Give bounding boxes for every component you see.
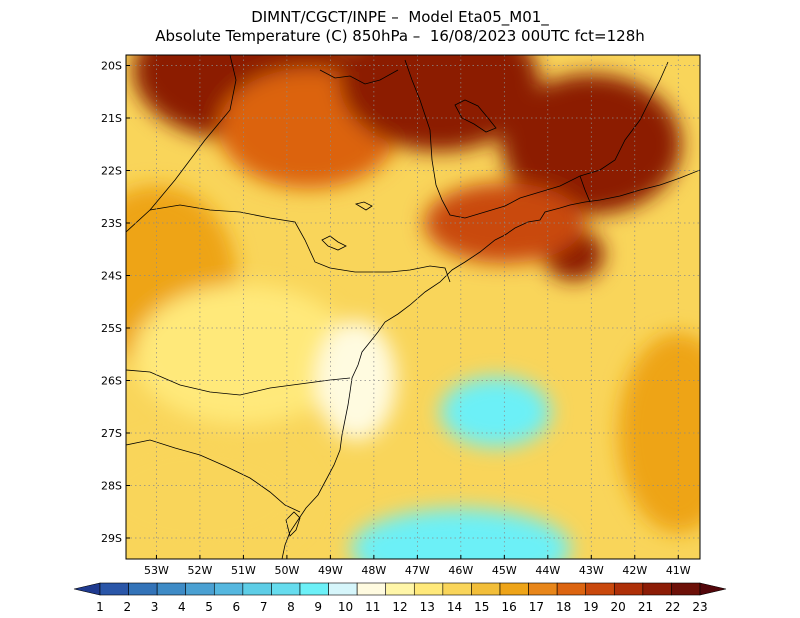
colorbar-label-21: 21 [638,600,653,614]
colorbar-swatch-2 [99,582,129,596]
colorbar-swatch-1 [73,582,101,596]
colorbar-label-17: 17 [529,600,544,614]
colorbar-label-22: 22 [665,600,680,614]
lat-label-26S: 26S [101,375,122,388]
lat-label-24S: 24S [101,270,122,283]
lat-label-27S: 27S [101,427,122,440]
lat-label-22S: 22S [101,165,122,178]
colorbar-swatch-10 [328,582,358,596]
colorbar-swatch-18 [556,582,587,596]
state-border-5 [404,59,669,219]
colorbar-label-5: 5 [205,600,213,614]
region-minas-hot [339,55,540,152]
colorbar-swatch-5 [185,582,215,596]
state-border-6 [579,175,591,203]
lon-label-44W: 44W [535,564,560,577]
latitude-labels: 20S 21S 22S 23S 24S 25S 26S 27S 28S 29S [101,60,130,545]
colorbar-label-14: 14 [447,600,462,614]
colorbar-label-11: 11 [365,600,380,614]
lon-label-47W: 47W [405,564,430,577]
colorbar-swatch-3 [128,582,158,596]
field-layer [126,55,700,559]
colorbar-swatch-8 [271,582,301,596]
lon-label-42W: 42W [622,564,647,577]
region-interior-south [133,284,354,425]
lon-label-46W: 46W [448,564,473,577]
colorbar-label-9: 9 [314,600,322,614]
colorbar-label-19: 19 [583,600,598,614]
colorbar-swatch-22 [671,582,701,596]
region-rio-grande-sul [126,436,310,556]
colorbar-swatch-23 [699,582,727,596]
colorbar-label-13: 13 [420,600,435,614]
colorbar-label-23: 23 [692,600,707,614]
reservoir-2 [321,235,347,251]
region-east-ocean [618,333,700,533]
reservoir-3 [354,201,373,211]
colorbar-swatch-19 [585,582,615,596]
lat-label-25S: 25S [101,322,122,335]
colorbar-label-1: 1 [96,600,104,614]
colorbar-swatch-16 [499,582,529,596]
lon-label-49W: 49W [318,564,343,577]
lon-label-41W: 41W [666,564,691,577]
lon-label-50W: 50W [274,564,299,577]
lat-label-23S: 23S [101,217,122,230]
river-1 [319,69,399,85]
plot-frame [125,54,701,560]
colorbar-label-2: 2 [123,600,131,614]
colorbar-label-12: 12 [392,600,407,614]
lagoon-1 [285,511,301,537]
colorbar-label-6: 6 [233,600,241,614]
colorbar-label-4: 4 [178,600,186,614]
colorbar-swatch-20 [613,582,644,596]
colorbar-swatch-14 [442,582,472,596]
state-border-1 [126,204,451,283]
lon-label-53W: 53W [144,564,169,577]
state-border-3 [126,439,301,513]
colorbar [73,582,727,596]
colorbar-label-18: 18 [556,600,571,614]
state-border-4 [149,55,237,211]
colorbar-swatch-4 [156,582,187,596]
colorbar-swatch-9 [299,582,329,596]
longitude-labels: 53W 52W 51W 50W 49W 48W 47W 46W 45W 44W 43W 42W 41W [144,555,691,577]
lon-label-52W: 52W [187,564,212,577]
lat-label-29S: 29S [101,532,122,545]
lon-label-43W: 43W [579,564,604,577]
region-rio-hot [501,74,682,215]
colorbar-label-3: 3 [151,600,159,614]
lat-label-28S: 28S [101,480,122,493]
colorbar-swatch-17 [528,582,558,596]
lat-label-21S: 21S [101,112,122,125]
colorbar-label-20: 20 [611,600,626,614]
colorbar-labels: 1 2 3 4 5 6 7 8 9 10 11 12 13 14 15 16 17 18 19 20 21 22 23 [96,600,707,614]
colorbar-swatch-7 [242,582,272,596]
lon-label-51W: 51W [231,564,256,577]
colorbar-swatch-13 [413,582,444,596]
coastline [281,169,700,559]
colorbar-label-10: 10 [338,600,353,614]
colorbar-label-8: 8 [287,600,295,614]
state-border-2 [126,369,351,396]
region-ocean-cool [440,377,551,447]
colorbar-swatch-6 [213,582,244,596]
colorbar-swatch-11 [356,582,387,596]
lat-label-20S: 20S [101,60,122,73]
colorbar-label-16: 16 [501,600,516,614]
title-line-1: DIMNT/CGCT/INPE – Model Eta05_M01_ [251,8,549,26]
colorbar-label-7: 7 [260,600,268,614]
region-south-ocean [350,508,571,559]
grid-lines [126,55,700,559]
colorbar-label-15: 15 [474,600,489,614]
reservoir-1 [454,99,497,133]
colorbar-swatch-12 [385,582,415,596]
colorbar-swatch-21 [642,582,672,596]
lon-label-48W: 48W [361,564,386,577]
colorbar-swatch-15 [471,582,501,596]
lon-label-45W: 45W [492,564,517,577]
title-line-2: Absolute Temperature (C) 850hPa – 16/08/… [155,27,645,45]
coastline-and-borders [126,55,700,559]
